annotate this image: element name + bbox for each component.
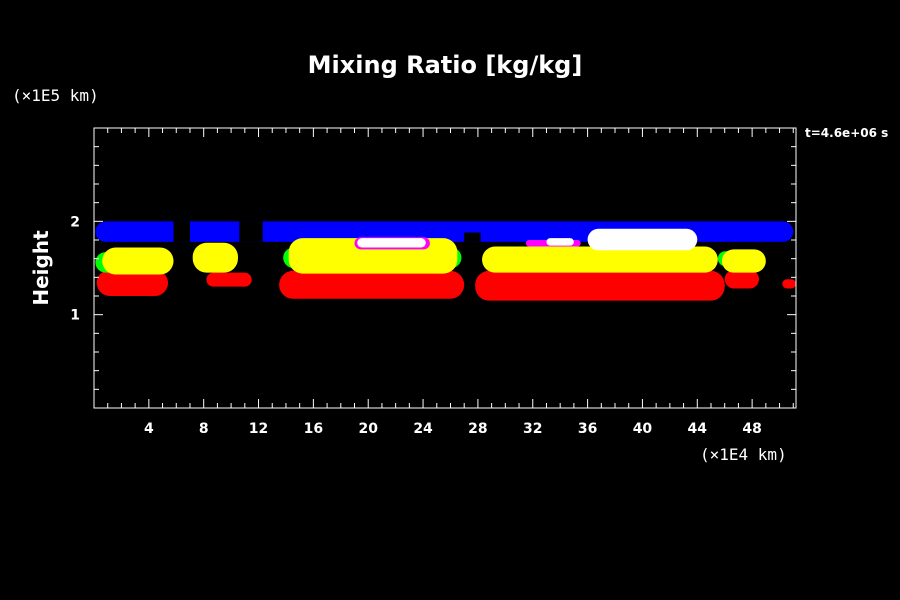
region-high-16	[357, 238, 426, 248]
x-tick-label-36: 36	[578, 421, 597, 437]
region-gap-2	[464, 232, 481, 242]
region-low-4	[475, 270, 725, 301]
x-tick-label-44: 44	[688, 421, 708, 437]
time-label: t=4.6e+06 s	[805, 126, 888, 140]
region-low-1	[96, 269, 169, 296]
x-tick-label-28: 28	[468, 421, 487, 437]
region-low-2	[206, 272, 252, 287]
region-high-17	[587, 228, 698, 251]
region-mid-11	[192, 242, 238, 273]
region-gap-0	[173, 221, 190, 242]
region-high-19	[546, 238, 574, 246]
x-axis-unit: (×1E4 km)	[700, 445, 787, 464]
y-tick-label-2: 2	[70, 214, 80, 230]
region-mid-14	[721, 249, 766, 273]
chart-title: Mixing Ratio [kg/kg]	[308, 51, 583, 79]
x-tick-label-24: 24	[413, 421, 433, 437]
region-mid-10	[102, 247, 174, 275]
y-axis-label: Height	[29, 230, 53, 306]
x-tick-label-8: 8	[199, 421, 209, 437]
x-tick-label-48: 48	[742, 421, 761, 437]
x-tick-label-12: 12	[249, 421, 268, 437]
region-low-3	[279, 270, 465, 299]
x-tick-label-40: 40	[633, 421, 653, 437]
x-tick-label-32: 32	[523, 421, 542, 437]
region-low-6	[782, 279, 796, 289]
x-tick-label-4: 4	[144, 421, 154, 437]
x-tick-label-20: 20	[358, 421, 378, 437]
region-gap-1	[239, 221, 263, 242]
region-mid-13	[482, 246, 718, 273]
y-axis-unit: (×1E5 km)	[12, 86, 99, 105]
plot-frame	[93, 127, 797, 409]
region-low-5	[724, 269, 759, 289]
x-tick-label-16: 16	[304, 421, 323, 437]
y-tick-label-1: 1	[70, 308, 80, 324]
